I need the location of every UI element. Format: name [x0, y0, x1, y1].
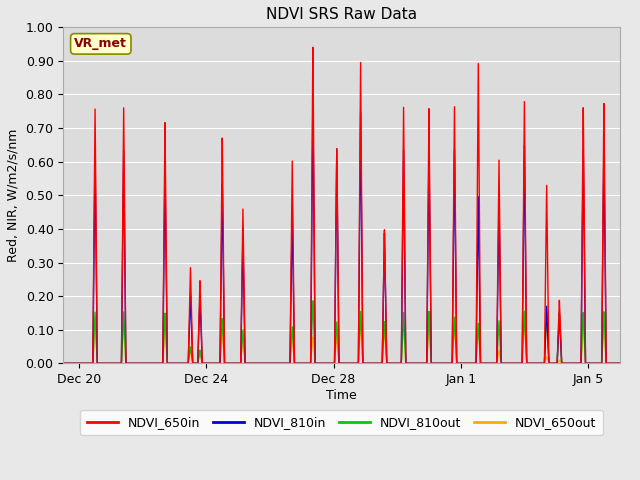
Text: VR_met: VR_met: [74, 37, 127, 50]
Title: NDVI SRS Raw Data: NDVI SRS Raw Data: [266, 7, 417, 22]
X-axis label: Time: Time: [326, 389, 357, 402]
Y-axis label: Red, NIR, W/m2/s/nm: Red, NIR, W/m2/s/nm: [7, 129, 20, 262]
Legend: NDVI_650in, NDVI_810in, NDVI_810out, NDVI_650out: NDVI_650in, NDVI_810in, NDVI_810out, NDV…: [80, 410, 603, 435]
